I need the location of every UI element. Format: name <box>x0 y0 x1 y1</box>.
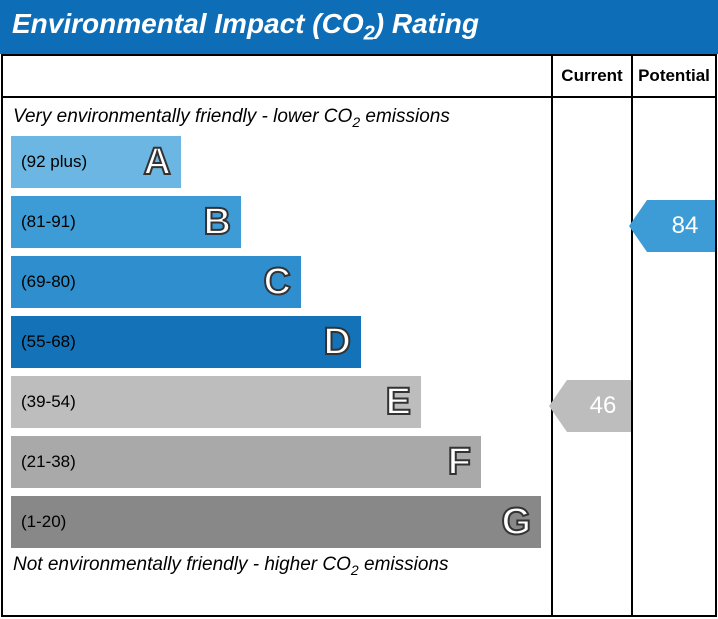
band-row-b: (81-91) B <box>11 192 551 252</box>
potential-marker: 84 <box>647 200 715 252</box>
potential-column: 84 <box>631 98 715 617</box>
bars-list: (92 plus) A (81-91) B (69-80) C (55-68) D (39-54… <box>3 132 551 552</box>
current-column: 46 <box>551 98 631 617</box>
title-suffix: ) Rating <box>375 8 479 39</box>
header-spacer <box>3 56 551 96</box>
band-bar-g: (1-20) G <box>11 496 541 548</box>
header-potential: Potential <box>631 56 715 96</box>
current-marker: 46 <box>567 380 631 432</box>
band-range-e: (39-54) <box>21 392 76 412</box>
band-row-c: (69-80) C <box>11 252 551 312</box>
band-range-a: (92 plus) <box>21 152 87 172</box>
band-bar-e: (39-54) E <box>11 376 421 428</box>
band-bar-f: (21-38) F <box>11 436 481 488</box>
header-current: Current <box>551 56 631 96</box>
band-letter-a: A <box>144 141 171 184</box>
band-bar-c: (69-80) C <box>11 256 301 308</box>
title-prefix: Environmental Impact (CO <box>12 8 364 39</box>
band-row-a: (92 plus) A <box>11 132 551 192</box>
band-letter-g: G <box>501 501 531 544</box>
band-range-f: (21-38) <box>21 452 76 472</box>
band-row-g: (1-20) G <box>11 492 551 552</box>
band-letter-c: C <box>264 261 291 304</box>
bars-column: Very environmentally friendly - lower CO… <box>3 98 551 617</box>
rating-chart-container: Environmental Impact (CO2) Rating Curren… <box>0 0 718 619</box>
title-sub: 2 <box>364 23 375 45</box>
header-row: Current Potential <box>3 56 715 98</box>
band-bar-a: (92 plus) A <box>11 136 181 188</box>
band-letter-f: F <box>448 441 471 484</box>
band-letter-b: B <box>204 201 231 244</box>
band-letter-e: E <box>386 381 411 424</box>
title-bar: Environmental Impact (CO2) Rating <box>0 0 718 54</box>
band-range-d: (55-68) <box>21 332 76 352</box>
band-row-d: (55-68) D <box>11 312 551 372</box>
band-letter-d: D <box>324 321 351 364</box>
band-bar-b: (81-91) B <box>11 196 241 248</box>
note-bottom: Not environmentally friendly - higher CO… <box>3 552 551 580</box>
chart-area: Current Potential Very environmentally f… <box>1 54 717 617</box>
note-top: Very environmentally friendly - lower CO… <box>3 104 551 132</box>
chart-title: Environmental Impact (CO2) Rating <box>12 8 479 46</box>
band-range-g: (1-20) <box>21 512 66 532</box>
band-range-c: (69-80) <box>21 272 76 292</box>
band-row-f: (21-38) F <box>11 432 551 492</box>
band-row-e: (39-54) E <box>11 372 551 432</box>
band-bar-d: (55-68) D <box>11 316 361 368</box>
chart-body: Very environmentally friendly - lower CO… <box>3 98 715 617</box>
band-range-b: (81-91) <box>21 212 76 232</box>
